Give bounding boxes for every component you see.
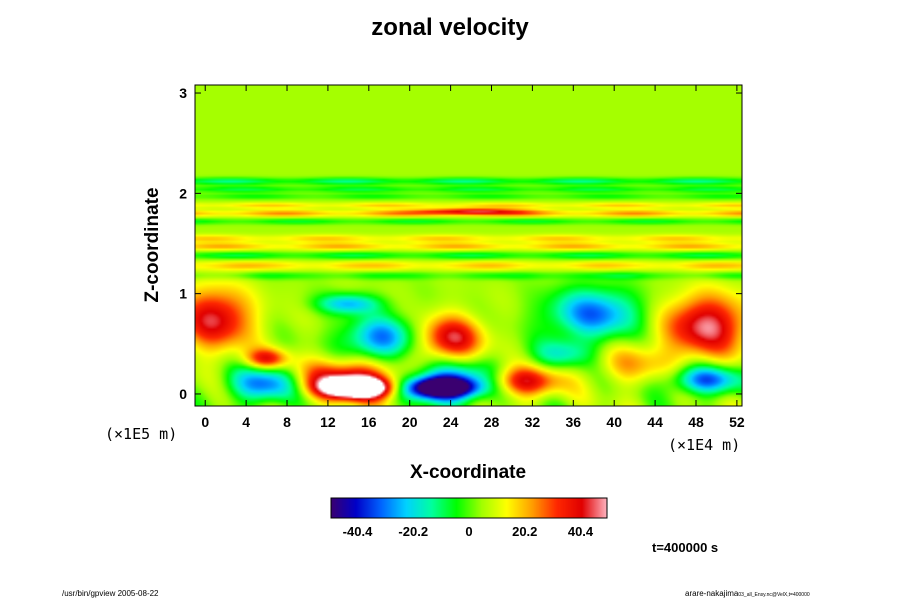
x-axis-label: X-coordinate [410,462,526,483]
time-label: t=400000 s [652,540,719,555]
x-tick-label: 12 [320,414,336,430]
x-tick-label: 4 [242,414,250,430]
colorbar-tick-label: 20.2 [512,524,537,539]
y-scale-label: (×1E5 m) [105,425,177,443]
colorbar-tick-label: 0 [465,524,472,539]
x-tick-label: 24 [443,414,459,430]
x-tick-label: 16 [361,414,377,430]
x-tick-label: 52 [729,414,745,430]
y-tick-label: 2 [179,185,187,201]
x-tick-label: 40 [606,414,622,430]
footer-author: arare-nakajima [685,589,739,598]
heatmap-field [195,85,742,406]
y-tick-label: 0 [179,386,187,402]
x-tick-label: 32 [525,414,541,430]
x-scale-label: (×1E4 m) [668,436,740,454]
x-tick-label: 20 [402,414,418,430]
colorbar-ticks: -40.4 -20.2 0 20.2 40.4 [343,524,594,539]
colorbar [331,498,607,518]
x-tick-label: 36 [566,414,582,430]
y-tick-label: 3 [179,85,187,101]
x-tick-label: 28 [484,414,500,430]
colorbar-tick-label: 40.4 [568,524,594,539]
colorbar-frame [330,497,608,519]
y-axis-ticks: 0 1 2 3 [179,85,742,402]
plot-frame [194,84,743,407]
y-axis-label: Z-coordinate [142,187,163,302]
x-axis-ticks: 0 4 8 12 16 20 24 28 32 36 40 44 48 52 [201,85,745,430]
x-tick-label: 48 [688,414,704,430]
colorbar-tick-label: -20.2 [398,524,428,539]
footer-command: /usr/bin/gpview 2005-08-22 [62,589,159,598]
footer-source: arare-nakajima03_all_Ensy.nc@VelX,t=4000… [685,589,810,598]
colorbar-tick-label: -40.4 [343,524,373,539]
x-tick-label: 44 [647,414,663,430]
x-tick-label: 0 [201,414,209,430]
chart-title: zonal velocity [371,14,529,41]
footer-file: 03_all_Ensy.nc@VelX,t=400000 [738,592,810,598]
x-tick-label: 8 [283,414,291,430]
y-tick-label: 1 [179,286,187,302]
